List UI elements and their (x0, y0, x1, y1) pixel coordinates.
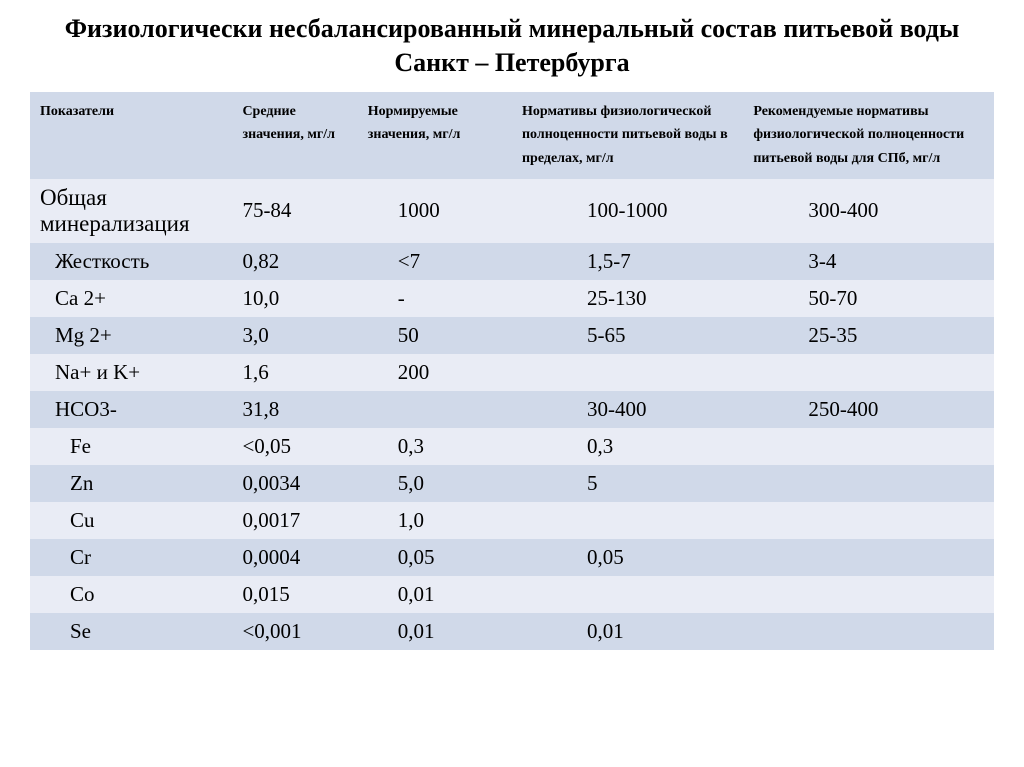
table-row: Cr 0,0004 0,05 0,05 (30, 539, 994, 576)
cell-label: Жесткость (30, 243, 232, 280)
table-row: Na+ и K+ 1,6 200 (30, 354, 994, 391)
table-row: Cu 0,0017 1,0 (30, 502, 994, 539)
cell-rec (743, 502, 994, 539)
cell-rec (743, 465, 994, 502)
cell-avg: 0,0034 (232, 465, 357, 502)
cell-label: Fe (30, 428, 232, 465)
table-row: Fe <0,05 0,3 0,3 (30, 428, 994, 465)
cell-rec (743, 576, 994, 613)
header-rec: Рекомендуемые нормативы физиологической … (743, 92, 994, 179)
header-phys: Нормативы физиологической полноценности … (512, 92, 743, 179)
header-norm: Нормируемые значения, мг/л (358, 92, 512, 179)
cell-label: Cr (30, 539, 232, 576)
cell-rec: 3-4 (743, 243, 994, 280)
cell-rec (743, 354, 994, 391)
cell-phys: 30-400 (512, 391, 743, 428)
cell-phys (512, 576, 743, 613)
cell-avg: <0,001 (232, 613, 357, 650)
header-avg: Средние значения, мг/л (232, 92, 357, 179)
cell-label: Mg 2+ (30, 317, 232, 354)
cell-label: Se (30, 613, 232, 650)
table-row: Se <0,001 0,01 0,01 (30, 613, 994, 650)
cell-avg: 31,8 (232, 391, 357, 428)
cell-label: Zn (30, 465, 232, 502)
page-title: Физиологически несбалансированный минера… (30, 12, 994, 80)
cell-avg: 0,0004 (232, 539, 357, 576)
table-row: HCO3- 31,8 30-400 250-400 (30, 391, 994, 428)
header-indicators: Показатели (30, 92, 232, 179)
cell-norm: 0,3 (358, 428, 512, 465)
cell-norm: 1000 (358, 179, 512, 243)
cell-label: Cu (30, 502, 232, 539)
cell-avg: 0,82 (232, 243, 357, 280)
cell-phys: 25-130 (512, 280, 743, 317)
cell-norm: - (358, 280, 512, 317)
cell-rec: 250-400 (743, 391, 994, 428)
cell-norm: 200 (358, 354, 512, 391)
cell-phys: 100-1000 (512, 179, 743, 243)
cell-norm: 1,0 (358, 502, 512, 539)
cell-norm (358, 391, 512, 428)
cell-avg: 1,6 (232, 354, 357, 391)
cell-avg: 3,0 (232, 317, 357, 354)
cell-rec (743, 539, 994, 576)
cell-avg: 75-84 (232, 179, 357, 243)
cell-avg: 0,0017 (232, 502, 357, 539)
table-row: Mg 2+ 3,0 50 5-65 25-35 (30, 317, 994, 354)
cell-avg: 0,015 (232, 576, 357, 613)
cell-phys: 5-65 (512, 317, 743, 354)
table-row: Ca 2+ 10,0 - 25-130 50-70 (30, 280, 994, 317)
cell-label: Co (30, 576, 232, 613)
cell-label: HCO3- (30, 391, 232, 428)
cell-rec: 25-35 (743, 317, 994, 354)
cell-label: Na+ и K+ (30, 354, 232, 391)
cell-rec (743, 613, 994, 650)
cell-norm: <7 (358, 243, 512, 280)
cell-rec: 300-400 (743, 179, 994, 243)
cell-phys: 0,01 (512, 613, 743, 650)
cell-phys: 1,5-7 (512, 243, 743, 280)
cell-label: Общая минерализация (30, 179, 232, 243)
cell-rec (743, 428, 994, 465)
cell-rec: 50-70 (743, 280, 994, 317)
header-row: Показатели Средние значения, мг/л Нормир… (30, 92, 994, 179)
cell-label: Ca 2+ (30, 280, 232, 317)
cell-norm: 50 (358, 317, 512, 354)
table-row: Общая минерализация 75-84 1000 100-1000 … (30, 179, 994, 243)
cell-phys (512, 354, 743, 391)
cell-norm: 5,0 (358, 465, 512, 502)
cell-phys: 0,05 (512, 539, 743, 576)
data-table: Показатели Средние значения, мг/л Нормир… (30, 92, 994, 650)
cell-phys: 0,3 (512, 428, 743, 465)
cell-norm: 0,01 (358, 576, 512, 613)
cell-avg: <0,05 (232, 428, 357, 465)
cell-norm: 0,01 (358, 613, 512, 650)
cell-norm: 0,05 (358, 539, 512, 576)
table-row: Zn 0,0034 5,0 5 (30, 465, 994, 502)
table-row: Жесткость 0,82 <7 1,5-7 3-4 (30, 243, 994, 280)
cell-avg: 10,0 (232, 280, 357, 317)
cell-phys (512, 502, 743, 539)
cell-phys: 5 (512, 465, 743, 502)
table-row: Co 0,015 0,01 (30, 576, 994, 613)
